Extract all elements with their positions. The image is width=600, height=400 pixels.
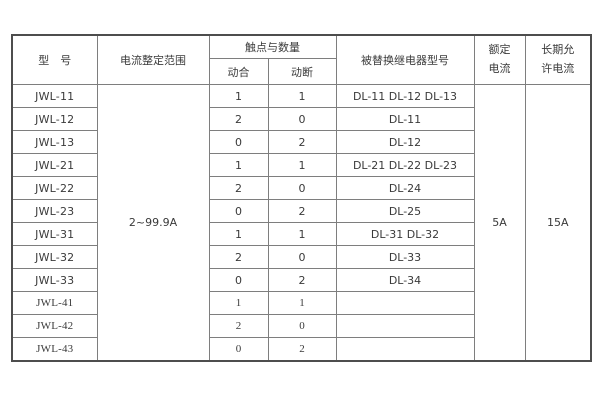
nc-count-cell: 1 xyxy=(267,153,337,177)
header-long-term-line2: 许电流 xyxy=(541,62,575,75)
no-count-cell: 1 xyxy=(208,222,269,246)
header-model: 型 号 xyxy=(11,34,98,85)
nc-count-cell: 0 xyxy=(267,176,337,200)
model-cell: JWL-13 xyxy=(11,130,98,154)
model-cell: JWL-33 xyxy=(11,268,98,292)
nc-count-cell: 2 xyxy=(267,268,337,292)
model-cell: JWL-22 xyxy=(11,176,98,200)
header-long-term-line1: 长期允 xyxy=(541,43,575,57)
replaced-cell xyxy=(335,314,475,338)
model-cell: JWL-42 xyxy=(11,314,98,338)
table-row: JWL-11 2~99.9A 1 1 DL-11 DL-12 DL-13 5A … xyxy=(11,84,592,361)
header-long-term-current: 长期允 许电流 xyxy=(524,34,592,85)
nc-count-cell: 1 xyxy=(267,222,337,246)
header-rated-current: 额定 电流 xyxy=(473,34,526,85)
model-cell: JWL-32 xyxy=(11,245,98,269)
table-row: JWL-21 1 1 DL-21 DL-22 DL-23 xyxy=(11,153,591,177)
replaced-cell: DL-11 DL-12 DL-13 xyxy=(335,84,475,108)
no-count-cell: 1 xyxy=(208,84,269,108)
header-row-2: 动合 动断 xyxy=(12,58,591,85)
replaced-cell xyxy=(335,337,475,361)
replaced-cell: DL-33 xyxy=(335,245,475,269)
replaced-cell: DL-11 xyxy=(335,107,475,131)
header-row-1: 型 号 电流整定范围 触点与数量 被替换继电器型号 额定 电流 长期允 许电流 xyxy=(11,34,592,85)
replaced-cell: DL-24 xyxy=(335,176,475,200)
header-current-range: 电流整定范围 xyxy=(96,34,210,85)
long-term-current-cell: 15A xyxy=(524,84,592,361)
header-rated-current-line1: 额定 xyxy=(488,43,511,57)
header-rated-current-line2: 电流 xyxy=(488,62,511,75)
nc-count-cell: 1 xyxy=(267,84,337,108)
header-contacts-nc: 动断 xyxy=(267,58,337,85)
model-cell: JWL-31 xyxy=(11,222,98,246)
no-count-cell: 0 xyxy=(208,337,269,361)
table-row: JWL-43 0 2 xyxy=(11,337,591,361)
model-cell: JWL-43 xyxy=(11,337,98,361)
no-count-cell: 0 xyxy=(208,268,269,292)
no-count-cell: 2 xyxy=(208,314,269,338)
table-body: JWL-11 2~99.9A 1 1 DL-11 DL-12 DL-13 5A … xyxy=(11,84,592,361)
replaced-cell: DL-21 DL-22 DL-23 xyxy=(335,153,475,177)
model-cell: JWL-11 xyxy=(11,84,98,108)
model-cell: JWL-23 xyxy=(11,199,98,223)
table-row: JWL-42 2 0 xyxy=(11,314,591,338)
no-count-cell: 2 xyxy=(208,107,269,131)
no-count-cell: 2 xyxy=(208,176,269,200)
replaced-cell: DL-34 xyxy=(335,268,475,292)
replaced-cell: DL-25 xyxy=(335,199,475,223)
nc-count-cell: 2 xyxy=(267,199,337,223)
model-cell: JWL-21 xyxy=(11,153,98,177)
nc-count-cell: 0 xyxy=(267,107,337,131)
no-count-cell: 1 xyxy=(208,291,269,315)
no-count-cell: 0 xyxy=(208,199,269,223)
model-cell: JWL-41 xyxy=(11,291,98,315)
table-row: JWL-41 1 1 xyxy=(11,291,591,315)
header-contacts-no: 动合 xyxy=(208,58,269,85)
header-contacts-group: 触点与数量 xyxy=(208,34,337,59)
table-row: JWL-12 2 0 DL-11 xyxy=(11,107,591,131)
replaced-cell: DL-31 DL-32 xyxy=(335,222,475,246)
no-count-cell: 0 xyxy=(208,130,269,154)
replaced-cell xyxy=(335,291,475,315)
replaced-cell: DL-12 xyxy=(335,130,475,154)
header-replaced-models: 被替换继电器型号 xyxy=(335,34,475,85)
table-header: 型 号 电流整定范围 触点与数量 被替换继电器型号 额定 电流 长期允 许电流 … xyxy=(11,34,592,85)
nc-count-cell: 0 xyxy=(267,314,337,338)
current-range-cell: 2~99.9A xyxy=(96,84,210,361)
model-cell: JWL-12 xyxy=(11,107,98,131)
rated-current-cell: 5A xyxy=(473,84,526,361)
relay-spec-table: 型 号 电流整定范围 触点与数量 被替换继电器型号 额定 电流 长期允 许电流 … xyxy=(11,34,592,362)
nc-count-cell: 1 xyxy=(267,291,337,315)
nc-count-cell: 2 xyxy=(267,130,337,154)
nc-count-cell: 0 xyxy=(267,245,337,269)
no-count-cell: 1 xyxy=(208,153,269,177)
table-row: JWL-23 0 2 DL-25 xyxy=(11,199,591,223)
nc-count-cell: 2 xyxy=(267,337,337,361)
no-count-cell: 2 xyxy=(208,245,269,269)
